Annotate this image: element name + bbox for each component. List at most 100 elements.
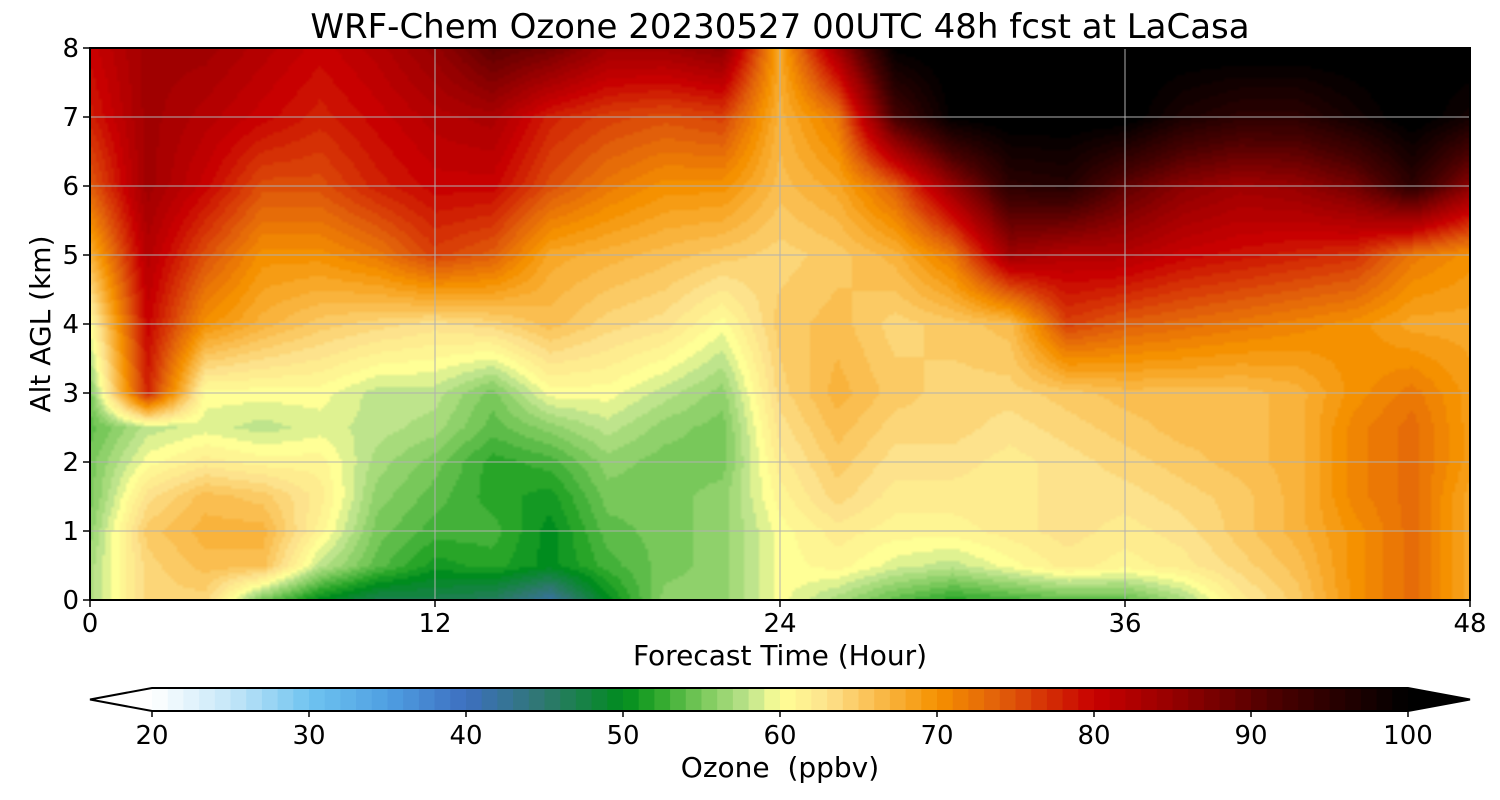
colorbar-cell [685,688,703,711]
colorbar-cell [732,688,750,711]
colorbar-tick-label: 80 [1077,721,1110,751]
colorbar-cell [748,688,765,711]
colorbar-cell [1062,688,1079,711]
colorbar-cell [450,688,467,711]
colorbar-cell [1266,688,1283,711]
y-tick-label: 3 [62,379,79,409]
colorbar-cell [1282,688,1299,711]
colorbar-cell [309,688,326,711]
colorbar-cell [827,688,844,711]
colorbar-cell [905,688,922,711]
colorbar-cell [1141,688,1158,711]
colorbar-cell [638,688,655,711]
colorbar-tick-label: 40 [449,721,482,751]
colorbar-cell [199,688,216,711]
colorbar-cell [984,688,1001,711]
plot-area [89,47,1471,601]
colorbar-cell [1329,688,1346,711]
colorbar-cell [591,688,608,711]
x-tick-label: 12 [418,609,451,639]
colorbar-cell [1298,688,1315,711]
colorbar-cell [1188,688,1205,711]
colorbar-cell [795,688,812,711]
colorbar-cell [466,688,483,711]
colorbar-cell [575,688,593,711]
colorbar-cell [921,688,938,711]
y-axis-ticks: 0 1 2 3 4 5 6 7 8 [62,34,90,616]
colorbar-cell [214,688,232,711]
colorbar-cell [1156,688,1174,711]
x-axis-label: Forecast Time (Hour) [633,639,927,672]
colorbar-cell [811,688,828,711]
colorbar-cell [1345,688,1362,711]
x-tick-label: 24 [763,609,796,639]
colorbar-cell [952,688,969,711]
colorbar-cell [1376,688,1393,711]
colorbar-cell [701,688,718,711]
colorbar-cell [1109,688,1126,711]
colorbar-cell [560,688,577,711]
colorbar-cell [858,688,875,711]
colorbar-cell [968,688,985,711]
colorbar-cells [152,688,1409,711]
colorbar-cell [1219,688,1236,711]
colorbar-tick-label: 100 [1383,721,1433,751]
colorbar: 20 30 40 50 60 70 80 90 100 Ozone (ppbv) [89,687,1471,784]
colorbar-cell [1046,688,1064,711]
colorbar-cell [403,688,420,711]
colorbar-cell [246,688,263,711]
colorbar-cell [293,688,310,711]
colorbar-cell [1313,688,1331,711]
colorbar-tick-label: 70 [920,721,953,751]
colorbar-cell [623,688,640,711]
colorbar-cell [513,688,530,711]
colorbar-cell [1172,688,1189,711]
colorbar-cell [1360,688,1378,711]
colorbar-cell [1251,688,1268,711]
colorbar-upper-extension [1408,688,1470,711]
colorbar-cell [528,688,546,711]
colorbar-cell [1078,688,1095,711]
colorbar-cell [1015,688,1032,711]
colorbar-cell [371,688,389,711]
colorbar-tick-label: 30 [292,721,325,751]
colorbar-cell [1235,688,1252,711]
colorbar-cell [780,688,797,711]
colorbar-cell [261,688,279,711]
y-tick-label: 6 [62,172,79,202]
colorbar-tick-label: 50 [606,721,639,751]
colorbar-cell [1203,688,1221,711]
y-tick-label: 5 [62,241,79,271]
colorbar-tick-label: 90 [1234,721,1267,751]
colorbar-cell [418,688,436,711]
colorbar-cell [764,688,781,711]
y-tick-label: 2 [62,448,79,478]
colorbar-cell [1125,688,1142,711]
colorbar-cell [670,688,687,711]
colorbar-cell [230,688,247,711]
y-axis-label: Alt AGL (km) [24,235,57,412]
colorbar-cell [1094,688,1111,711]
colorbar-cell [999,688,1017,711]
chart-title: WRF-Chem Ozone 20230527 00UTC 48h fcst a… [310,7,1249,47]
colorbar-tick-label: 60 [763,721,796,751]
colorbar-lower-extension [90,688,152,711]
colorbar-cell [874,688,891,711]
y-tick-label: 7 [62,103,79,133]
colorbar-cell [340,688,357,711]
colorbar-label: Ozone (ppbv) [681,751,879,784]
y-tick-label: 1 [62,517,79,547]
colorbar-cell [356,688,373,711]
colorbar-cell [842,688,860,711]
y-tick-label: 4 [62,310,79,340]
colorbar-cell [717,688,734,711]
colorbar-cell [544,688,561,711]
colorbar-cell [152,688,169,711]
colorbar-cell [183,688,200,711]
colorbar-cell [937,688,954,711]
colorbar-cell [1392,688,1409,711]
colorbar-tick-label: 20 [135,721,168,751]
y-tick-label: 8 [62,34,79,64]
colorbar-cell [324,688,341,711]
